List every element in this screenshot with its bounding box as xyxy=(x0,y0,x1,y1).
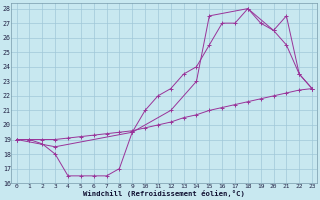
X-axis label: Windchill (Refroidissement éolien,°C): Windchill (Refroidissement éolien,°C) xyxy=(84,190,245,197)
